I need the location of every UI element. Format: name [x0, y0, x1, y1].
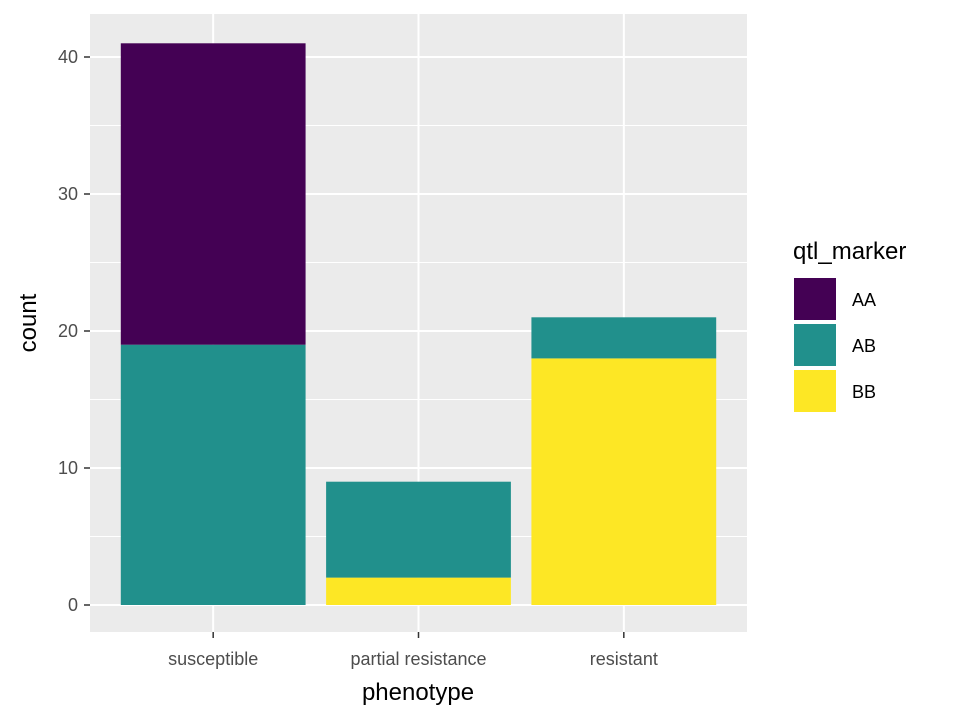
y-axis-title: count: [15, 293, 42, 352]
bar-segment-bb: [531, 358, 717, 605]
legend-key-ab: [792, 322, 838, 368]
legend-title: qtl_marker: [793, 238, 906, 265]
bar-segment-bb: [326, 577, 511, 605]
bar-segment-ab: [120, 344, 306, 605]
y-axis: 0 10 20 30 40: [58, 47, 90, 615]
bar-segment-ab: [326, 481, 511, 578]
legend-label-aa: AA: [852, 290, 876, 310]
legend-key-bb: [792, 368, 838, 414]
x-axis-title: phenotype: [362, 679, 474, 706]
legend: qtl_marker AA AB BB: [792, 238, 906, 414]
legend-label-bb: BB: [852, 382, 876, 402]
y-tick-label: 10: [58, 458, 78, 478]
x-axis: susceptible partial resistance resistant: [168, 632, 658, 669]
bar-segment-aa: [120, 43, 306, 345]
bars: [120, 43, 717, 605]
legend-label-ab: AB: [852, 336, 876, 356]
y-tick-label: 30: [58, 184, 78, 204]
y-tick-label: 0: [68, 595, 78, 615]
x-tick-label: susceptible: [168, 649, 258, 669]
legend-key-aa: [792, 276, 838, 322]
x-tick-label: resistant: [590, 649, 658, 669]
y-tick-label: 20: [58, 321, 78, 341]
y-tick-label: 40: [58, 47, 78, 67]
x-tick-label: partial resistance: [350, 649, 486, 669]
bar-segment-ab: [531, 317, 717, 359]
